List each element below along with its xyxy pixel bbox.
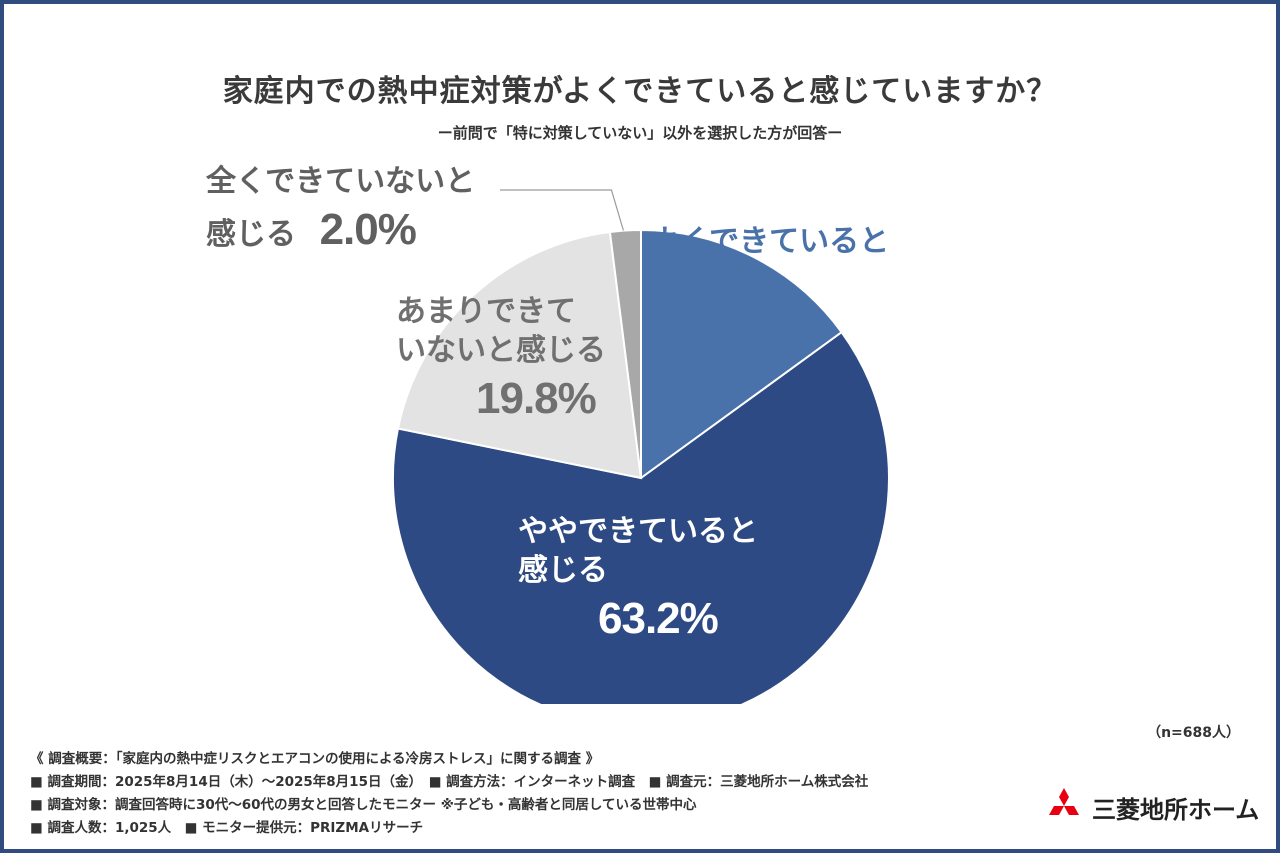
slice-value-label: 19.8%: [476, 374, 597, 423]
slice-value-label: 2.0%: [319, 205, 417, 254]
pie-chart: [392, 189, 890, 704]
three-diamonds-logo-icon: [1049, 788, 1079, 815]
slice-label-text: 感じる: [206, 217, 296, 252]
survey-note-line: ■ 調査対象：調査回答時に30代～60代の男女と回答したモニター ※子ども・高齢…: [30, 797, 697, 813]
slice-value-label: 15.0%: [650, 304, 771, 353]
slice-label-text: 感じる: [650, 263, 740, 298]
pie-slice: [392, 330, 890, 704]
pie-slice: [608, 228, 642, 479]
slice-label-text: あまりできて: [396, 294, 576, 329]
slice-label-not-much: あまりできて いないと感じる 19.8%: [396, 292, 606, 427]
slice-value-label: 63.2%: [598, 594, 719, 643]
slice-label-somewhat: ややできていると 感じる 63.2%: [518, 512, 758, 647]
chart-subtitle: ー前問で「特に対策していない」以外を選択した方が回答ー: [437, 124, 843, 142]
brand-name: 三菱地所ホーム: [1092, 796, 1260, 824]
slice-label-text: 感じる: [518, 553, 608, 588]
chart-title: 家庭内での熱中症対策がよくできていると感じていますか？: [222, 74, 1058, 109]
survey-notes: 《 調査概要：「家庭内の熱中症リスクとエアコンの使用による冷房ストレス」に関する…: [30, 748, 868, 840]
leader-line: [500, 189, 625, 231]
pie-slice: [396, 230, 643, 480]
survey-note-line: ■ 調査期間：2025年8月14日（木）～2025年8月15日（金） ■ 調査方…: [30, 774, 869, 790]
slice-label-well: よくできていると 感じる 15.0%: [650, 222, 889, 357]
pie-slice: [640, 228, 844, 480]
survey-note-line: 《 調査概要：「家庭内の熱中症リスクとエアコンの使用による冷房ストレス」に関する…: [30, 751, 600, 767]
slice-label-not-at-all: 全くできていないと 感じる 2.0%: [206, 162, 475, 258]
sample-size-label: （n=688人）: [1147, 725, 1240, 741]
survey-note-line: ■ 調査人数：1,025人 ■ モニター提供元：PRIZMAリサーチ: [30, 820, 424, 836]
chart-frame: 家庭内での熱中症対策がよくできていると感じていますか？ ー前問で「特に対策してい…: [4, 4, 1276, 849]
slice-label-text: いないと感じる: [396, 333, 606, 368]
slice-label-text: よくできていると: [650, 224, 890, 259]
slice-label-text: ややできていると: [518, 514, 758, 549]
brand: 三菱地所ホーム: [1044, 786, 1274, 826]
slice-label-text: 全くできていないと: [206, 164, 476, 199]
